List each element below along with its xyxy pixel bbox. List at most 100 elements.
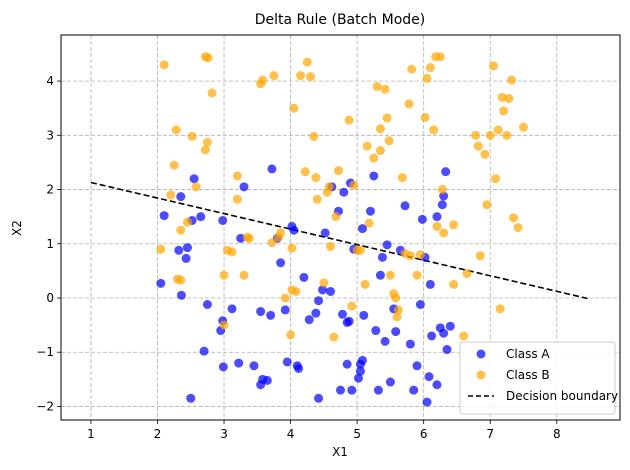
- class-b-point: [344, 115, 354, 125]
- legend-box: [459, 341, 616, 415]
- class-a-point: [342, 359, 352, 369]
- axis-ticks: 1 2 3 4 5 6 7 8 −2 −1 0 1 2 3 4: [36, 74, 560, 441]
- y-tick-label: 2: [46, 183, 54, 197]
- y-axis-title: X2: [10, 220, 24, 236]
- class-b-point: [355, 245, 365, 255]
- class-a-point: [156, 278, 166, 288]
- class-a-point: [417, 214, 427, 224]
- class-b-point: [422, 73, 432, 83]
- y-tick-label: 3: [46, 128, 54, 142]
- class-b-point: [429, 125, 439, 135]
- class-b-point: [480, 149, 490, 159]
- class-a-point: [304, 315, 314, 325]
- class-b-point: [156, 244, 166, 254]
- class-b-point: [171, 125, 181, 135]
- class-b-point: [166, 190, 176, 200]
- class-b-point: [219, 270, 229, 280]
- class-b-point: [287, 243, 297, 253]
- class-b-point: [449, 220, 459, 230]
- class-a-point: [415, 300, 425, 309]
- class-a-point: [267, 164, 277, 174]
- x-tick-label: 8: [553, 427, 561, 441]
- class-a-point: [218, 215, 228, 225]
- class-a-point: [437, 200, 447, 210]
- class-b-point: [347, 301, 357, 311]
- class-b-point: [311, 173, 321, 183]
- class-b-point: [369, 153, 379, 163]
- class-a-point: [375, 270, 385, 280]
- class-a-point: [320, 228, 330, 238]
- class-b-point: [362, 141, 372, 151]
- class-b-point: [182, 217, 192, 227]
- legend: Class A Class B Decision boundary: [459, 341, 618, 415]
- class-a-point: [239, 182, 249, 192]
- class-a-point: [182, 243, 192, 253]
- class-a-point: [432, 212, 442, 222]
- class-a-point: [249, 361, 259, 371]
- class-b-point: [493, 125, 503, 135]
- x-axis-title: X1: [332, 445, 348, 459]
- class-a-point: [318, 285, 328, 295]
- class-b-point: [291, 286, 301, 296]
- class-b-point: [385, 270, 395, 280]
- class-b-point: [393, 305, 403, 315]
- class-a-point: [159, 211, 169, 221]
- class-a-point: [442, 345, 452, 355]
- plot-frame: [60, 34, 621, 421]
- class-a-point: [176, 290, 186, 300]
- chart-title: Delta Rule (Batch Mode): [255, 12, 426, 28]
- class-a-point: [176, 192, 186, 202]
- class-b-point: [425, 63, 435, 73]
- class-b-point: [415, 250, 425, 260]
- class-a-point: [382, 240, 392, 250]
- class-b-point: [489, 61, 499, 71]
- decision-boundary-line: [90, 181, 591, 300]
- class-b-point: [227, 247, 237, 257]
- class-b-point: [269, 71, 279, 81]
- class-b-point: [509, 213, 519, 223]
- class-b-point: [159, 60, 169, 70]
- x-tick-label: 2: [154, 427, 162, 441]
- class-a-point: [400, 201, 410, 211]
- class-a-point: [369, 171, 379, 181]
- class-a-point: [365, 206, 375, 216]
- class-b-point: [462, 269, 472, 279]
- class-b-point: [397, 173, 407, 183]
- class-b-point: [495, 304, 505, 314]
- class-b-point: [324, 182, 334, 192]
- class-b-point: [513, 223, 523, 232]
- class-b-point: [380, 84, 390, 94]
- class-a-point: [339, 187, 349, 197]
- class-b-point: [203, 53, 213, 63]
- class-b-point: [258, 75, 268, 85]
- class-a-point: [262, 375, 272, 385]
- class-b-point: [459, 331, 469, 341]
- class-a-point: [186, 393, 196, 403]
- class-a-point: [355, 366, 365, 376]
- class-a-point: [347, 385, 357, 395]
- class-a-point: [391, 327, 401, 337]
- class-a-point: [373, 385, 383, 395]
- class-a-point: [445, 321, 455, 331]
- class-b-point: [349, 180, 359, 190]
- class-a-point: [311, 308, 321, 318]
- class-a-point: [353, 373, 363, 383]
- class-b-point: [437, 185, 447, 195]
- class-b-point: [435, 52, 445, 62]
- class-a-point: [357, 224, 367, 234]
- class-a-point: [441, 167, 451, 177]
- class-b-point: [420, 112, 430, 122]
- class-b-point: [331, 212, 341, 222]
- x-tick-label: 4: [287, 427, 295, 441]
- class-a-point: [409, 385, 419, 395]
- class-a-point: [359, 310, 369, 320]
- class-b-point: [244, 233, 254, 243]
- class-b-point: [384, 136, 394, 146]
- class-b-point: [296, 71, 306, 81]
- class-b-point: [432, 221, 442, 231]
- class-b-point: [309, 131, 319, 141]
- y-tick-label: 1: [46, 237, 54, 251]
- class-b-point: [232, 194, 242, 204]
- class-b-point: [329, 332, 339, 342]
